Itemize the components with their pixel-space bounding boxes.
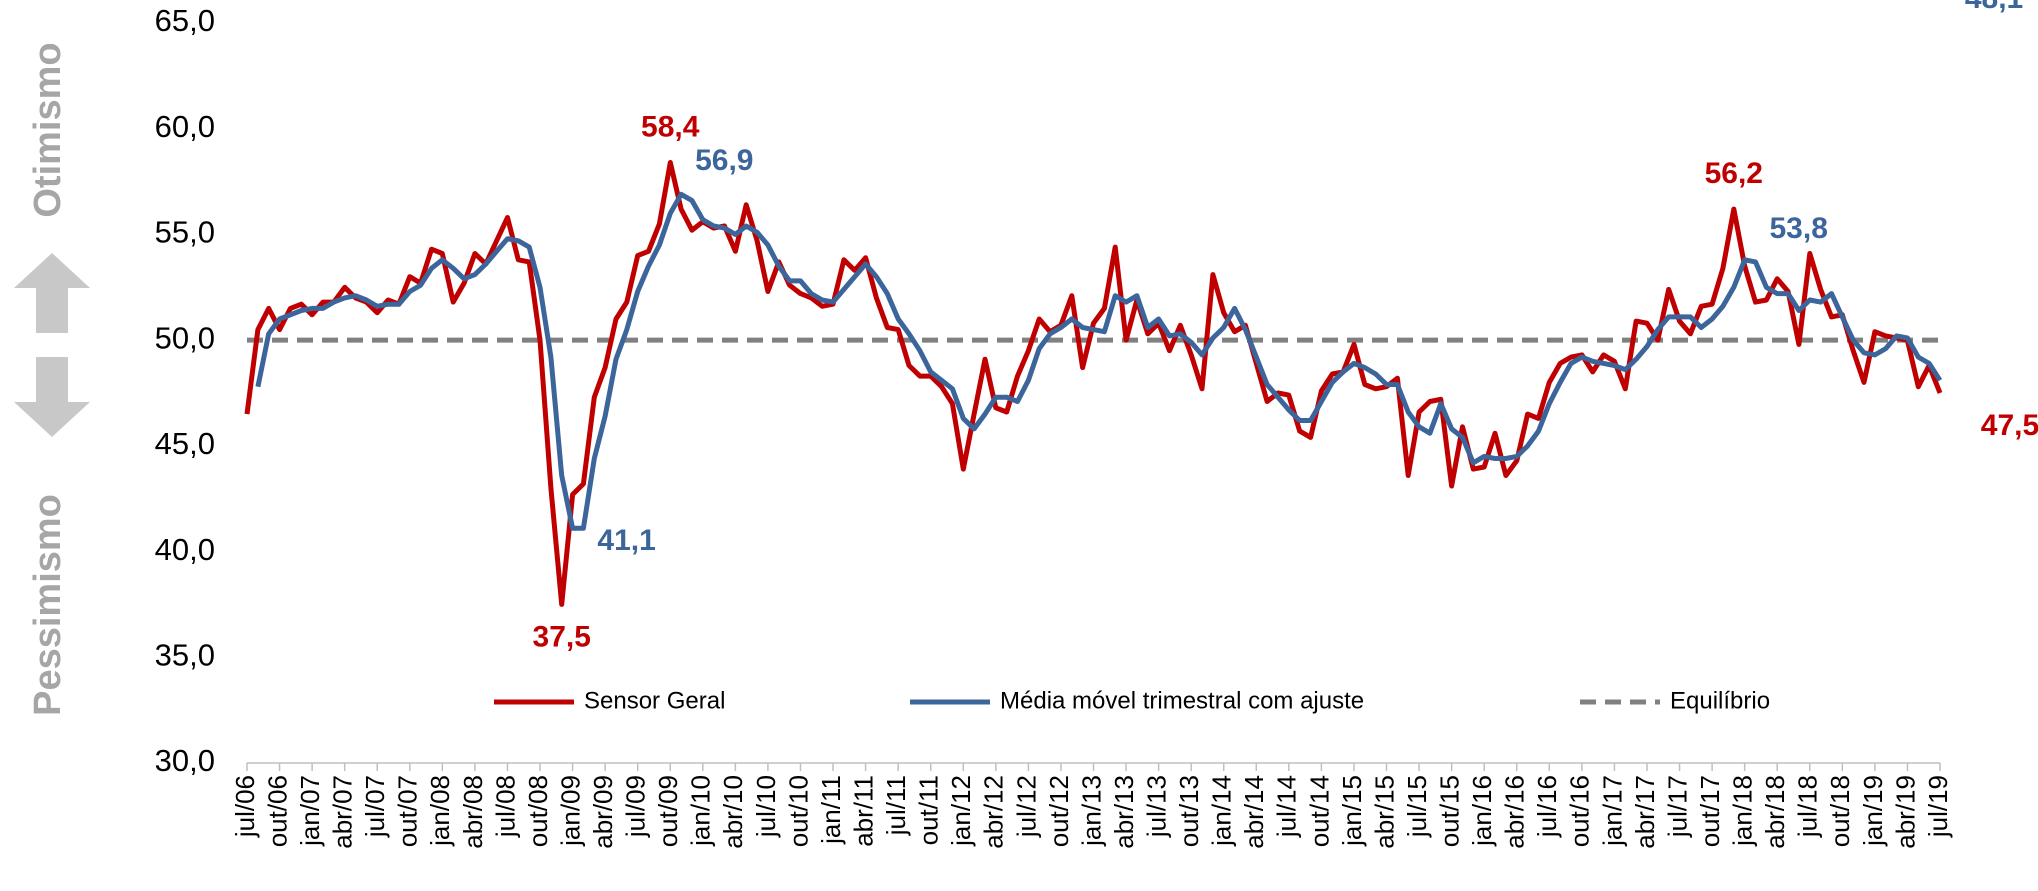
value-label: 47,5 — [1981, 409, 2038, 442]
x-tick-label: jul/12 — [1011, 775, 1041, 838]
y-tick-label: 55,0 — [155, 215, 215, 250]
series-line — [255, 191, 1943, 531]
x-tick-label: abr/11 — [848, 775, 878, 847]
x-tick-label: out/09 — [653, 775, 683, 847]
y-tick-label: 40,0 — [155, 532, 215, 567]
x-tick-label: jul/15 — [1402, 775, 1432, 838]
x-tick-label: jul/14 — [1272, 775, 1302, 838]
x-tick-label: out/16 — [1565, 775, 1595, 847]
optimism-label: Otimismo — [27, 42, 69, 217]
value-label: 53,8 — [1770, 212, 1828, 245]
x-tick-label: jan/16 — [1467, 775, 1497, 847]
x-tick-label: jan/19 — [1858, 775, 1888, 847]
x-tick-label: abr/09 — [588, 775, 618, 849]
x-tick-label: abr/14 — [1239, 775, 1269, 849]
x-tick-label: jul/09 — [621, 775, 651, 838]
legend-label: Equilíbrio — [1670, 687, 1770, 714]
x-tick-label: jan/18 — [1728, 775, 1758, 847]
x-tick-label: out/07 — [393, 775, 423, 847]
x-tick-label: out/08 — [523, 775, 553, 847]
value-label: 58,4 — [641, 110, 700, 143]
x-tick-label: abr/08 — [458, 775, 488, 849]
x-tick-label: jan/17 — [1597, 775, 1627, 847]
x-tick-label: jul/11 — [881, 775, 911, 836]
x-tick-label: out/15 — [1435, 775, 1465, 847]
x-tick-label: jul/07 — [360, 775, 390, 838]
x-tick-label: jul/19 — [1923, 775, 1953, 838]
y-tick-label: 35,0 — [155, 637, 215, 672]
value-label: 56,9 — [695, 144, 753, 177]
x-tick-label: out/18 — [1825, 775, 1855, 847]
pessimism-label: Pessimismo — [27, 494, 69, 716]
value-label: 37,5 — [533, 620, 591, 653]
legend-label: Sensor Geral — [584, 687, 725, 714]
x-tick-label: jan/07 — [295, 775, 325, 847]
y-tick-label: 60,0 — [155, 109, 215, 144]
x-tick-label: out/10 — [783, 775, 813, 847]
y-tick-label: 45,0 — [155, 426, 215, 461]
value-label: 41,1 — [597, 524, 655, 557]
x-tick-label: jan/11 — [816, 775, 846, 845]
x-tick-label: abr/19 — [1890, 775, 1920, 849]
x-tick-label: abr/12 — [979, 775, 1009, 849]
x-tick-label: jul/10 — [751, 775, 781, 838]
x-tick-label: jan/08 — [425, 775, 455, 847]
x-tick-label: abr/15 — [1369, 775, 1399, 849]
x-tick-label: jul/13 — [1141, 775, 1171, 838]
x-tick-label: jul/06 — [230, 775, 260, 838]
x-tick-label: abr/16 — [1500, 775, 1530, 849]
x-tick-label: abr/18 — [1760, 775, 1790, 849]
value-label: 56,2 — [1705, 157, 1763, 190]
x-tick-label: jan/09 — [555, 775, 585, 847]
x-tick-label: out/06 — [262, 775, 292, 847]
x-tick-label: jan/15 — [1337, 775, 1367, 847]
y-tick-label: 50,0 — [155, 320, 215, 355]
x-tick-label: jan/13 — [1076, 775, 1106, 847]
arrow-up — [14, 253, 90, 333]
value-label: 48,1 — [1965, 0, 2023, 15]
x-tick-label: jan/12 — [946, 775, 976, 847]
x-tick-label: out/17 — [1695, 775, 1725, 847]
series-line — [244, 160, 1943, 607]
x-tick-label: out/14 — [1304, 775, 1334, 847]
y-tick-label: 30,0 — [155, 743, 215, 778]
legend-label: Média móvel trimestral com ajuste — [1000, 687, 1364, 714]
x-tick-label: out/11 — [914, 775, 944, 845]
x-tick-label: jul/08 — [490, 775, 520, 838]
x-tick-label: abr/17 — [1630, 775, 1660, 849]
x-tick-label: jul/17 — [1662, 775, 1692, 838]
x-tick-label: abr/07 — [328, 775, 358, 849]
x-tick-label: out/13 — [1174, 775, 1204, 847]
x-tick-label: jan/14 — [1207, 775, 1237, 847]
x-tick-label: jul/16 — [1532, 775, 1562, 838]
x-tick-label: abr/13 — [1109, 775, 1139, 849]
x-tick-label: out/12 — [1044, 775, 1074, 847]
x-tick-label: jan/10 — [686, 775, 716, 847]
x-tick-label: jul/18 — [1793, 775, 1823, 838]
arrow-down — [14, 357, 90, 437]
x-tick-label: abr/10 — [718, 775, 748, 849]
y-tick-label: 65,0 — [155, 3, 215, 38]
